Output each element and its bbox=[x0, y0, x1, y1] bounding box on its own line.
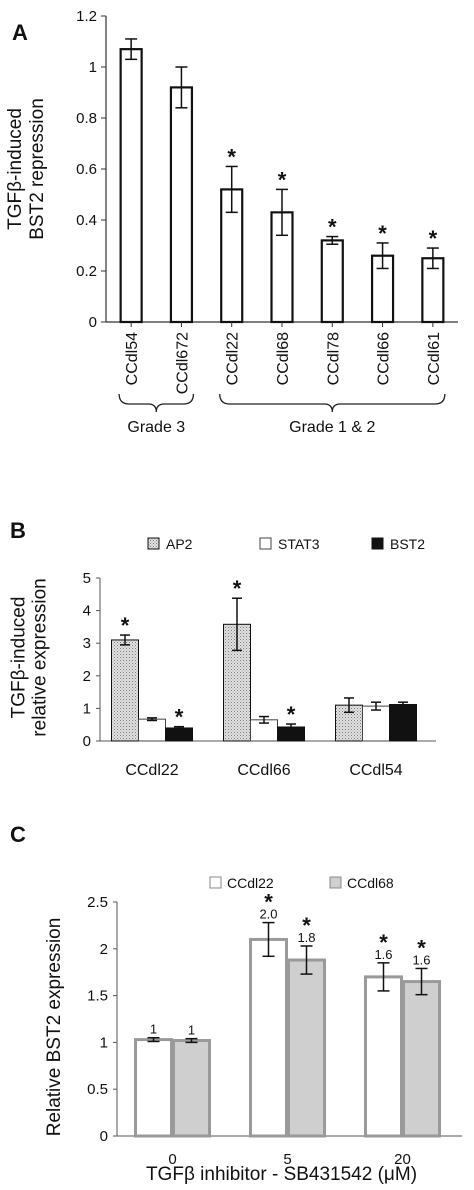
significance-star: * bbox=[417, 935, 426, 960]
y-tick-label: 4 bbox=[83, 603, 91, 620]
significance-star: * bbox=[264, 890, 273, 915]
y-tick-label: 1.2 bbox=[76, 8, 97, 25]
significance-star: * bbox=[379, 930, 388, 955]
x-category-label: CCdl54 bbox=[124, 332, 141, 385]
group-brace bbox=[118, 393, 195, 413]
legend-label: CCdl22 bbox=[227, 875, 274, 891]
y-tick-label: 5 bbox=[83, 570, 91, 587]
x-category-label: CCdl61 bbox=[426, 332, 443, 385]
x-category-label: 20 bbox=[394, 1151, 411, 1168]
x-category-label: CCdl78 bbox=[325, 332, 342, 385]
legend-swatch bbox=[371, 537, 384, 550]
y-tick-label: 0.4 bbox=[76, 212, 97, 229]
x-axis-label: TGFβ inhibitor - SB431542 (μM) bbox=[146, 1164, 417, 1185]
legend-swatch bbox=[209, 876, 222, 889]
y-tick-label: 3 bbox=[83, 635, 91, 652]
y-tick-label: 2 bbox=[100, 941, 108, 958]
bar bbox=[111, 639, 139, 742]
bar bbox=[172, 1039, 211, 1138]
legend-swatch bbox=[147, 537, 160, 550]
x-category-label: CCdl66 bbox=[376, 332, 393, 385]
significance-star: * bbox=[302, 913, 311, 938]
y-tick-label: 0.5 bbox=[87, 1081, 108, 1098]
legend-swatch bbox=[259, 537, 272, 550]
bar bbox=[364, 975, 403, 1138]
significance-star: * bbox=[278, 167, 287, 192]
panel-c-letter: C bbox=[10, 822, 26, 847]
bar bbox=[402, 980, 441, 1138]
legend-swatch bbox=[329, 876, 342, 889]
x-category-label: CCdl22 bbox=[225, 332, 242, 385]
y-tick-label: 1 bbox=[89, 59, 97, 76]
y-tick-label: 0 bbox=[83, 733, 91, 750]
y-tick-label: 0.6 bbox=[76, 161, 97, 178]
group-label: Grade 3 bbox=[127, 419, 185, 436]
group-brace bbox=[219, 393, 446, 413]
legend-label: CCdl68 bbox=[347, 875, 394, 891]
bar bbox=[320, 239, 344, 324]
x-category-label: CCdl22 bbox=[125, 762, 178, 779]
panel-c-chart: 0 0.5 1 1.5 2 2.5 Relative BST2 expression TGFβ… bbox=[44, 875, 462, 1185]
bar bbox=[138, 718, 166, 742]
x-category-label: CCdl672 bbox=[174, 332, 191, 394]
y-tick-label: 0.2 bbox=[76, 263, 97, 280]
y-tick-label: 1 bbox=[100, 1034, 108, 1051]
significance-star: * bbox=[287, 702, 296, 727]
data-label: 2.0 bbox=[259, 907, 277, 922]
significance-star: * bbox=[233, 576, 242, 601]
bar bbox=[134, 1038, 173, 1138]
significance-star: * bbox=[328, 215, 337, 240]
bar bbox=[362, 705, 390, 742]
data-label: 1 bbox=[188, 1023, 195, 1038]
y-tick-label: 0 bbox=[100, 1128, 108, 1145]
significance-star: * bbox=[429, 226, 438, 251]
y-tick-label: 2 bbox=[83, 668, 91, 685]
x-category-label: 0 bbox=[168, 1151, 176, 1168]
panel-a-letter: A bbox=[12, 20, 28, 45]
x-category-label: CCdl66 bbox=[237, 762, 290, 779]
data-label: 1.8 bbox=[297, 930, 315, 945]
y-axis-label: TGFβ-inducedBST2 repression bbox=[5, 98, 48, 240]
panel-a-chart: 0 0.2 0.4 0.6 0.8 1 1.2 TGFβ-inducedBST2 repres… bbox=[5, 8, 458, 436]
bar bbox=[389, 703, 417, 742]
y-axis-label: TGFβ-inducedrelative expression bbox=[9, 578, 51, 736]
bar bbox=[287, 958, 326, 1138]
y-tick-label: 1 bbox=[83, 700, 91, 717]
data-label: 1 bbox=[150, 1022, 157, 1037]
y-axis-label: Relative BST2 expression bbox=[44, 918, 65, 1137]
y-tick-label: 2.5 bbox=[87, 894, 108, 911]
panel-b-chart: 0 1 2 3 4 5 TGFβ-inducedrelative expression AP2… bbox=[9, 536, 436, 779]
group-label: Grade 1 & 2 bbox=[289, 419, 375, 436]
significance-star: * bbox=[121, 613, 130, 638]
legend-label: AP2 bbox=[166, 536, 193, 552]
y-tick-label: 0 bbox=[89, 314, 97, 331]
bar bbox=[169, 86, 194, 324]
x-category-label: CCdl54 bbox=[349, 762, 402, 779]
x-category-label: CCdl68 bbox=[275, 332, 292, 385]
significance-star: * bbox=[227, 144, 236, 169]
panel-b-letter: B bbox=[10, 518, 26, 543]
x-category-label: 5 bbox=[283, 1151, 291, 1168]
significance-star: * bbox=[378, 221, 387, 246]
y-tick-label: 0.8 bbox=[76, 110, 97, 127]
data-label: 1.6 bbox=[374, 947, 392, 962]
legend-label: BST2 bbox=[390, 536, 425, 552]
bar bbox=[119, 48, 143, 324]
data-label: 1.6 bbox=[412, 952, 430, 967]
significance-star: * bbox=[175, 705, 184, 730]
bar bbox=[249, 937, 288, 1138]
legend-label: STAT3 bbox=[278, 536, 320, 552]
y-tick-label: 1.5 bbox=[87, 988, 108, 1005]
